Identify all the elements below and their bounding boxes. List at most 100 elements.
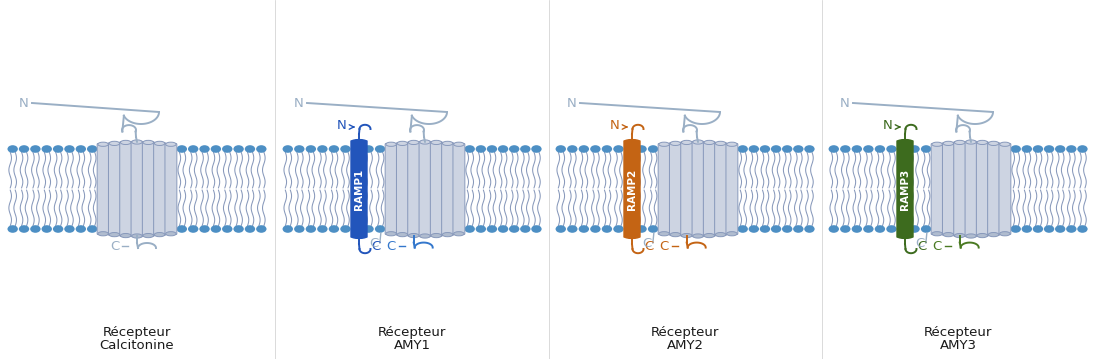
Ellipse shape <box>188 145 199 153</box>
Ellipse shape <box>408 233 419 238</box>
Ellipse shape <box>771 225 782 233</box>
Ellipse shape <box>200 225 210 233</box>
Ellipse shape <box>1066 225 1076 233</box>
Ellipse shape <box>999 232 1010 236</box>
Ellipse shape <box>738 225 748 233</box>
Ellipse shape <box>30 225 41 233</box>
Ellipse shape <box>659 232 670 236</box>
Ellipse shape <box>954 233 965 238</box>
Ellipse shape <box>340 145 350 153</box>
Ellipse shape <box>1033 145 1043 153</box>
Ellipse shape <box>954 140 965 145</box>
Ellipse shape <box>453 142 464 146</box>
Ellipse shape <box>497 145 508 153</box>
Ellipse shape <box>875 225 885 233</box>
Ellipse shape <box>340 225 350 233</box>
Ellipse shape <box>727 232 737 236</box>
Text: RAMP2: RAMP2 <box>627 168 637 210</box>
Ellipse shape <box>886 145 897 153</box>
Ellipse shape <box>1021 145 1032 153</box>
Ellipse shape <box>556 225 565 233</box>
Text: N: N <box>19 97 29 110</box>
Ellipse shape <box>966 234 976 238</box>
Ellipse shape <box>863 145 874 153</box>
Ellipse shape <box>143 140 154 145</box>
Ellipse shape <box>419 140 430 144</box>
Ellipse shape <box>211 145 221 153</box>
Ellipse shape <box>520 145 530 153</box>
Ellipse shape <box>897 139 914 143</box>
Ellipse shape <box>121 140 131 145</box>
Text: Récepteur: Récepteur <box>923 326 993 340</box>
Ellipse shape <box>432 233 441 238</box>
Ellipse shape <box>829 225 839 233</box>
Text: Calcitonine: Calcitonine <box>100 340 175 353</box>
Ellipse shape <box>567 145 578 153</box>
Ellipse shape <box>591 225 601 233</box>
Ellipse shape <box>328 145 339 153</box>
Ellipse shape <box>579 145 589 153</box>
Text: AMY3: AMY3 <box>940 340 976 353</box>
Text: N: N <box>337 119 347 132</box>
Ellipse shape <box>670 141 681 145</box>
Ellipse shape <box>760 145 770 153</box>
Ellipse shape <box>397 141 407 145</box>
Text: N: N <box>610 119 619 132</box>
FancyBboxPatch shape <box>131 141 143 237</box>
Ellipse shape <box>921 145 931 153</box>
Ellipse shape <box>637 225 647 233</box>
Ellipse shape <box>143 233 154 238</box>
Text: AMY1: AMY1 <box>393 340 430 353</box>
Ellipse shape <box>531 145 541 153</box>
Ellipse shape <box>234 225 244 233</box>
Ellipse shape <box>602 145 612 153</box>
Ellipse shape <box>898 225 908 233</box>
FancyBboxPatch shape <box>681 142 693 236</box>
FancyBboxPatch shape <box>976 142 988 236</box>
Ellipse shape <box>53 225 64 233</box>
Ellipse shape <box>109 141 120 145</box>
FancyBboxPatch shape <box>965 141 977 237</box>
Ellipse shape <box>374 225 385 233</box>
Ellipse shape <box>624 235 640 239</box>
Ellipse shape <box>166 232 176 236</box>
FancyBboxPatch shape <box>987 143 999 235</box>
Ellipse shape <box>453 232 464 236</box>
Ellipse shape <box>977 233 987 238</box>
Ellipse shape <box>988 233 999 237</box>
FancyBboxPatch shape <box>385 144 397 234</box>
Ellipse shape <box>932 142 942 146</box>
Ellipse shape <box>317 225 327 233</box>
Ellipse shape <box>132 234 143 238</box>
FancyBboxPatch shape <box>97 144 109 234</box>
Ellipse shape <box>166 142 176 146</box>
Ellipse shape <box>256 225 267 233</box>
Text: Récepteur: Récepteur <box>378 326 446 340</box>
Ellipse shape <box>42 225 52 233</box>
Ellipse shape <box>897 235 914 239</box>
FancyBboxPatch shape <box>954 142 965 236</box>
Ellipse shape <box>294 225 304 233</box>
Ellipse shape <box>76 145 86 153</box>
FancyBboxPatch shape <box>430 142 442 236</box>
FancyBboxPatch shape <box>109 143 121 235</box>
Ellipse shape <box>793 145 804 153</box>
Text: C: C <box>386 239 396 253</box>
FancyBboxPatch shape <box>624 140 641 238</box>
FancyBboxPatch shape <box>999 144 1011 234</box>
Text: C: C <box>369 237 378 250</box>
Ellipse shape <box>374 145 385 153</box>
Ellipse shape <box>682 233 692 238</box>
Ellipse shape <box>829 145 839 153</box>
Ellipse shape <box>211 225 221 233</box>
Ellipse shape <box>486 145 497 153</box>
Ellipse shape <box>351 225 362 233</box>
Ellipse shape <box>648 145 659 153</box>
Ellipse shape <box>716 141 726 145</box>
Ellipse shape <box>943 233 954 237</box>
Ellipse shape <box>1044 225 1054 233</box>
Ellipse shape <box>852 225 862 233</box>
Ellipse shape <box>200 145 210 153</box>
Ellipse shape <box>245 145 255 153</box>
Ellipse shape <box>76 225 86 233</box>
